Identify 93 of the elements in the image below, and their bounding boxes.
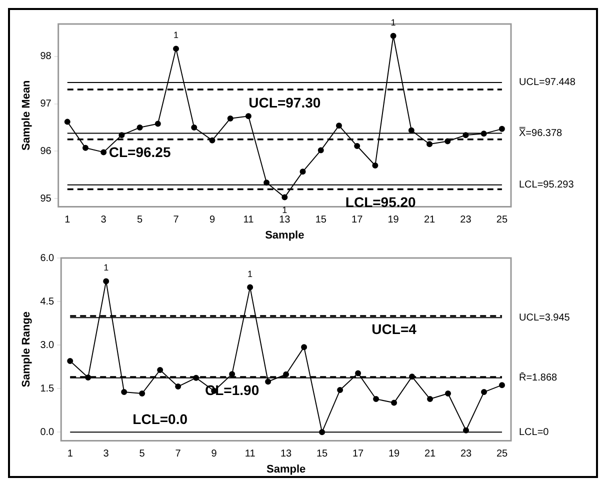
point [100,149,107,156]
point [264,180,270,186]
point [157,367,164,373]
point [499,382,505,388]
point [191,124,198,131]
x-tick-label: 7 [175,448,182,460]
point [373,396,380,402]
point [136,124,143,131]
annotation: UCL=4 [372,320,417,337]
point [390,32,396,39]
annotation: 1 [248,268,253,279]
x-tick-label: 23 [460,448,472,460]
point [355,370,362,376]
x-tick-label: 13 [280,448,292,460]
point [318,147,324,154]
x-tick-label: 17 [352,448,364,460]
x-tick-label: 25 [496,214,508,226]
point [247,284,254,290]
ref-line-label: UCL=3.945 [519,312,570,324]
annotation: CL=96.25 [108,144,171,160]
x-tick-label: 23 [460,214,472,226]
point [354,143,360,150]
x-axis-title: Sample [265,229,304,242]
annotation: 1 [282,204,288,215]
ref-line-label: LCL=0 [519,426,550,438]
point [154,120,161,127]
point [173,46,180,52]
y-tick-label: 1.5 [40,383,55,394]
ref-line-label: LCL=95.293 [519,180,574,191]
point [300,168,306,175]
y-axis-title: Sample Range [20,311,33,388]
point [67,358,74,364]
x-axis-title: Sample [266,463,306,476]
y-tick-label: 3.0 [40,340,55,351]
point [103,278,110,284]
x-tick-label: 19 [388,214,400,226]
x-tick-label: 21 [424,214,436,226]
annotation: 1 [390,17,396,28]
x-tick-label: 15 [315,214,327,226]
ref-line-label: R̄=1.868 [519,372,558,384]
point [445,390,452,397]
point [498,126,505,132]
point [391,400,398,406]
x-tick-label: 9 [211,448,218,460]
point [283,371,290,378]
x-tick-label: 21 [424,448,436,460]
x-tick-label: 11 [244,448,256,460]
annotation: LCL=0.0 [132,410,188,427]
point [336,122,342,129]
x-tick-label: 9 [209,214,216,226]
x-tick-label: 15 [316,448,328,460]
ref-line-label: UCL=97.448 [519,77,576,88]
point [301,344,308,350]
point [175,384,182,390]
y-tick-label: 6.0 [40,252,55,264]
point [227,115,234,122]
x-tick-label: 19 [388,448,400,460]
y-tick-label: 97 [40,98,52,110]
y-tick-label: 98 [40,51,52,62]
x-tick-label: 5 [137,214,144,226]
x-tick-label: 25 [496,448,508,460]
annotation: LCL=95.20 [345,194,416,210]
y-axis-title: Sample Mean [20,80,33,151]
x-tick-label: 11 [243,214,254,226]
y-tick-label: 95 [40,193,52,204]
point [427,396,434,402]
point [82,144,88,151]
point [408,127,414,134]
x-tick-label: 5 [139,448,146,460]
point [481,389,488,396]
ref-line-label: X̿=96.378 [519,127,563,140]
x-tick-label: 17 [352,214,364,226]
y-tick-label: 96 [40,146,52,157]
y-tick-label: 4.5 [40,296,55,308]
point [245,113,252,120]
annotation: 1 [174,30,179,40]
x-tick-label: 3 [103,448,110,460]
point [372,162,378,168]
annotation: 1 [104,262,109,273]
point [64,118,70,125]
point [426,141,433,148]
x-tick-label: 1 [64,214,71,226]
x-tick-label: 3 [100,214,107,226]
point [282,194,288,200]
point [265,378,272,385]
point [337,387,344,394]
x-tick-label: 13 [279,214,291,226]
point [139,390,146,397]
x-tick-label: 1 [67,448,74,460]
x-tick-label: 7 [173,214,180,226]
annotation: UCL=97.30 [248,94,321,110]
y-tick-label: 0.0 [40,426,55,438]
point [121,389,128,396]
